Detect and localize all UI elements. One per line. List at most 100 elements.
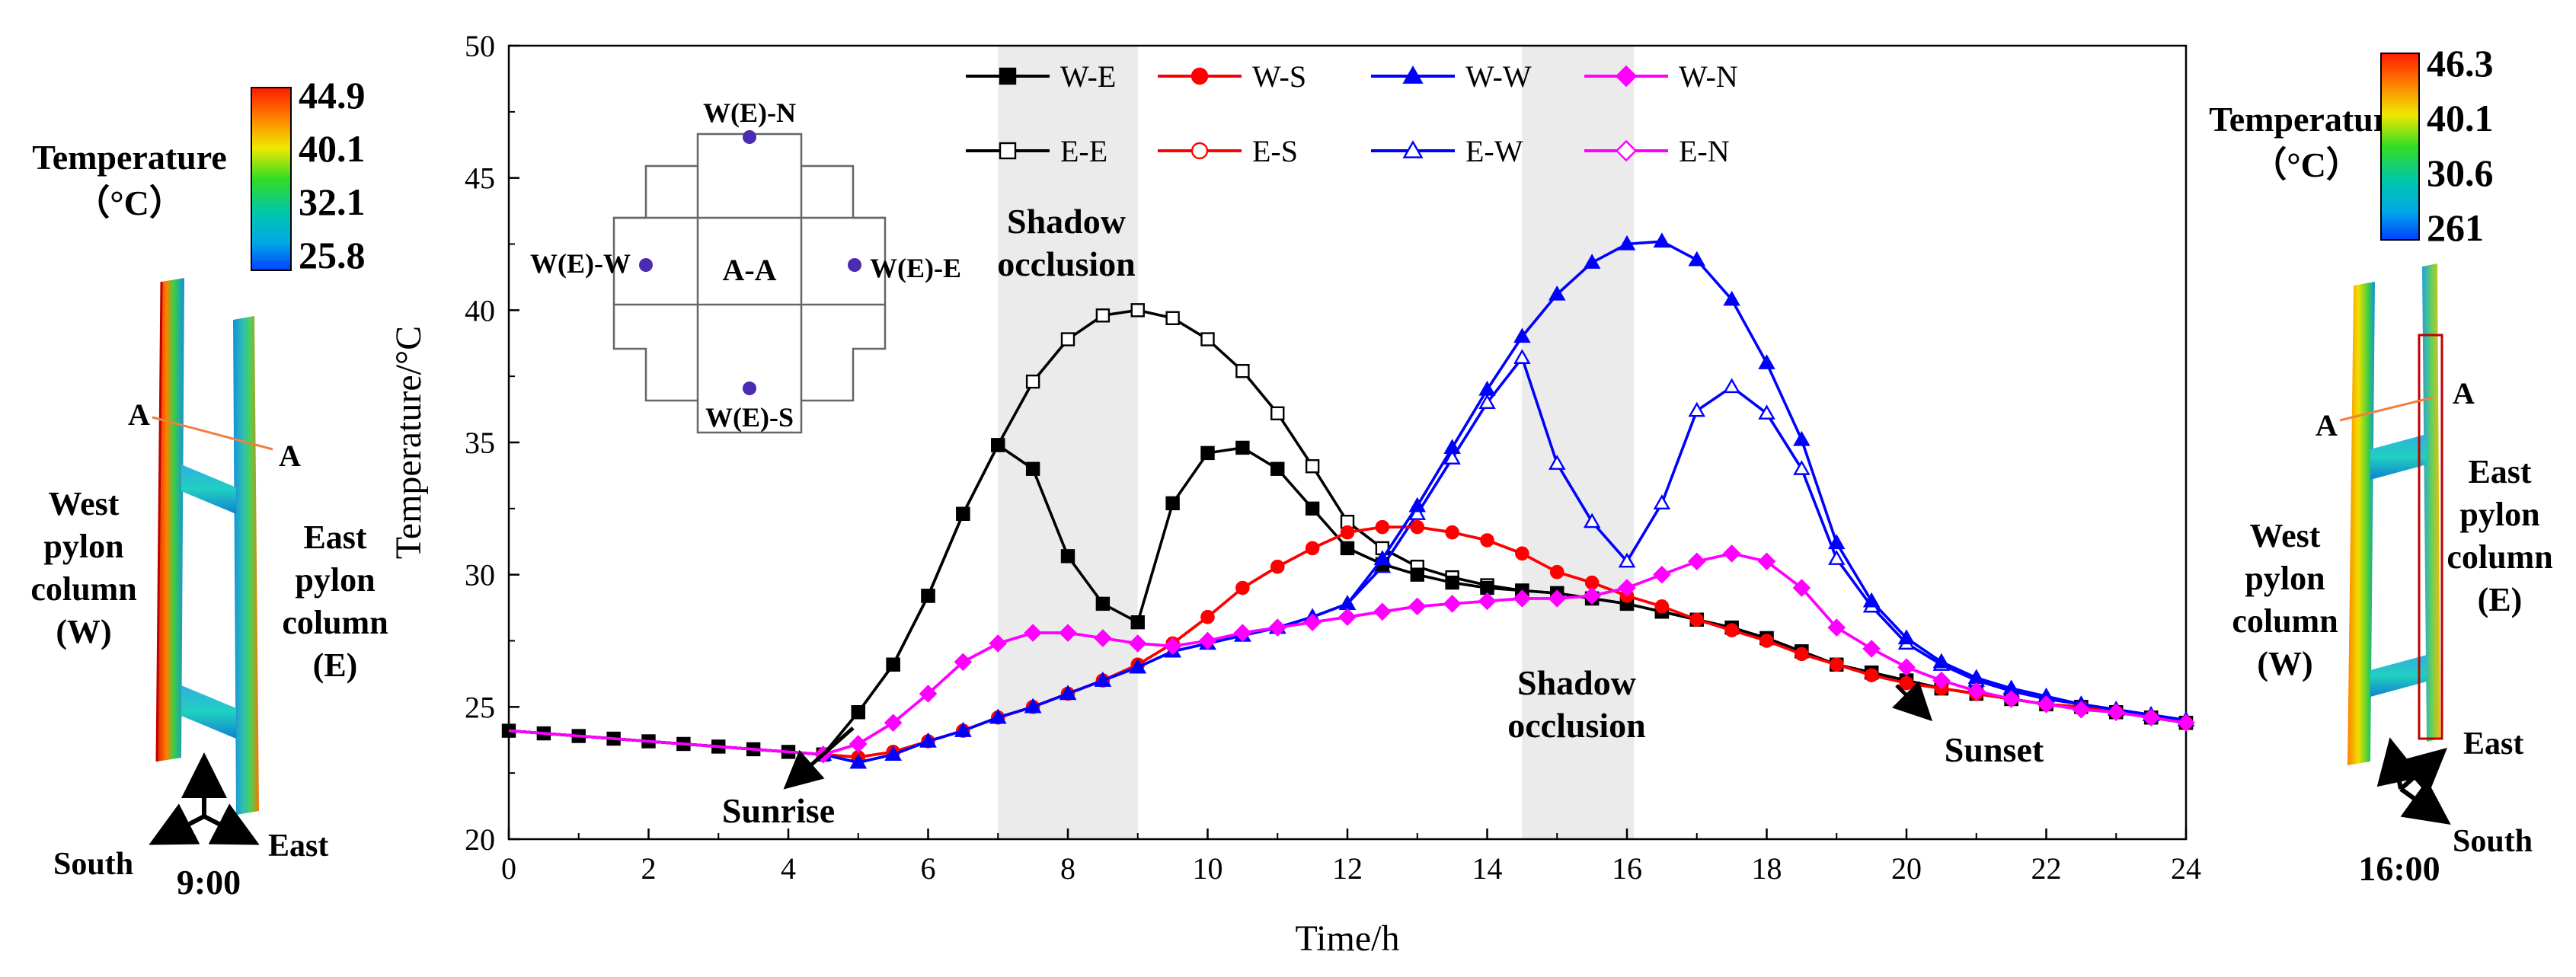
left-axis-east: East: [268, 829, 328, 864]
data-point-W-W: [1653, 232, 1671, 248]
data-point-E-W: [1583, 512, 1601, 528]
data-point-W-E: [1025, 461, 1040, 476]
data-point-W-W: [954, 721, 972, 737]
data-point-E-W: [1618, 552, 1636, 568]
data-point-W-E: [1340, 541, 1355, 556]
x-tick-label: 22: [2031, 851, 2062, 886]
data-point-W-N: [1618, 579, 1636, 597]
data-point-E-W: [1478, 394, 1496, 409]
data-point-E-W: [1723, 378, 1740, 394]
left-scale-3: 25.8: [299, 234, 366, 276]
data-point-W-N: [1932, 671, 1951, 690]
section-east: W(E)-E: [870, 253, 961, 283]
right-section-label-a1: A: [2316, 408, 2338, 442]
data-point-E-E: [1095, 308, 1111, 323]
y-tick-label: 40: [465, 293, 495, 327]
data-point-W-N: [1059, 624, 1077, 642]
y-tick-label: 50: [465, 29, 495, 63]
data-point-W-N: [849, 735, 868, 753]
x-tick-label: 4: [781, 851, 796, 886]
data-point-W-W: [1932, 653, 1951, 669]
data-point-W-E: [1270, 461, 1285, 476]
legend-label: W-E: [1060, 59, 1116, 94]
data-point-W-E: [1445, 575, 1459, 590]
right-colorbar: [2380, 53, 2420, 241]
data-point-W-W: [1758, 354, 1775, 369]
data-point-W-N: [1513, 589, 1532, 608]
sunrise-arrow-icon: [783, 726, 855, 790]
data-point-W-N: [989, 634, 1007, 653]
left-legend-unit: （°C）: [75, 184, 184, 222]
data-point-W-E: [1235, 440, 1250, 455]
legend-label: W-N: [1679, 59, 1738, 94]
data-point-W-W: [849, 753, 868, 769]
y-tick-label: 30: [465, 558, 495, 592]
data-point-W-W: [1059, 685, 1077, 701]
data-point-W-S: [1759, 634, 1774, 648]
data-point-W-N: [2002, 690, 2021, 708]
data-point-E-E: [1270, 406, 1285, 420]
data-point-W-S: [1584, 575, 1600, 590]
data-point-W-W: [919, 732, 937, 748]
right-east-line-2: column: [2447, 538, 2552, 576]
section-south: W(E)-S: [705, 402, 794, 433]
data-point-W-S: [1795, 647, 1809, 662]
data-point-W-W: [1513, 327, 1531, 343]
data-point-W-W: [1094, 671, 1112, 687]
data-point-E-W: [1688, 401, 1706, 417]
legend-label: W-S: [1252, 59, 1306, 94]
data-point-W-W: [1408, 496, 1427, 512]
data-point-W-N: [1303, 613, 1322, 631]
data-point-W-N: [1443, 595, 1462, 613]
data-point-W-N: [1129, 634, 1147, 653]
data-point-W-S: [1515, 546, 1529, 561]
data-point-W-N: [2072, 701, 2091, 719]
right-axis-east: East: [2463, 726, 2523, 761]
data-point-W-W: [1618, 235, 1636, 251]
data-point-W-W: [1373, 550, 1392, 565]
left-colorbar: [251, 87, 292, 271]
data-point-W-E: [1305, 501, 1320, 516]
x-tick-label: 8: [1060, 851, 1075, 886]
section-inset: A-A W(E)-N W(E)-S W(E)-W W(E)-E: [530, 97, 961, 434]
data-point-W-N: [1583, 586, 1601, 605]
y-tick-label: 25: [465, 690, 495, 724]
data-point-W-E: [991, 438, 1005, 452]
left-time: 9:00: [177, 863, 241, 902]
x-tick-label: 2: [641, 851, 657, 886]
right-legend-unit: （°C）: [2252, 145, 2361, 184]
left-section-label-a1: A: [128, 398, 150, 432]
y-axis-label: Temperature/°C: [388, 326, 429, 559]
data-point-W-S: [1445, 525, 1459, 540]
data-point-W-N: [1233, 624, 1252, 642]
right-scale-3: 261: [2427, 206, 2484, 249]
data-point-W-S: [1654, 599, 1670, 614]
data-point-W-W: [1827, 534, 1846, 550]
left-scale-1: 40.1: [299, 127, 366, 170]
left-west-line-3: (W): [56, 613, 111, 650]
data-point-W-N: [1024, 624, 1042, 642]
shadow-label-1-line-2: occlusion: [997, 244, 1135, 283]
data-point-E-W: [1548, 455, 1566, 470]
data-point-W-S: [1200, 610, 1215, 624]
right-time: 16:00: [2358, 849, 2440, 888]
section-title: A-A: [722, 253, 776, 287]
data-point-W-S: [1410, 519, 1424, 535]
right-scale-2: 30.6: [2427, 152, 2494, 194]
legend-label: E-S: [1252, 134, 1298, 168]
data-point-W-S: [1830, 657, 1844, 672]
data-point-W-E: [851, 705, 865, 720]
right-west-line-0: West: [2250, 517, 2321, 554]
plot-frame: [507, 44, 2188, 841]
data-point-W-W: [1443, 439, 1461, 455]
data-point-W-N: [1722, 544, 1741, 563]
right-section-label-a2: A: [2453, 376, 2475, 410]
x-tick-label: 14: [1472, 851, 1503, 886]
x-tick-label: 18: [1752, 851, 1782, 886]
series-line-W-S: [508, 525, 2187, 759]
data-point-W-N: [919, 685, 938, 703]
data-point-W-S: [1899, 675, 1914, 691]
left-west-line-2: column: [30, 570, 136, 608]
section-north: W(E)-N: [703, 97, 796, 128]
